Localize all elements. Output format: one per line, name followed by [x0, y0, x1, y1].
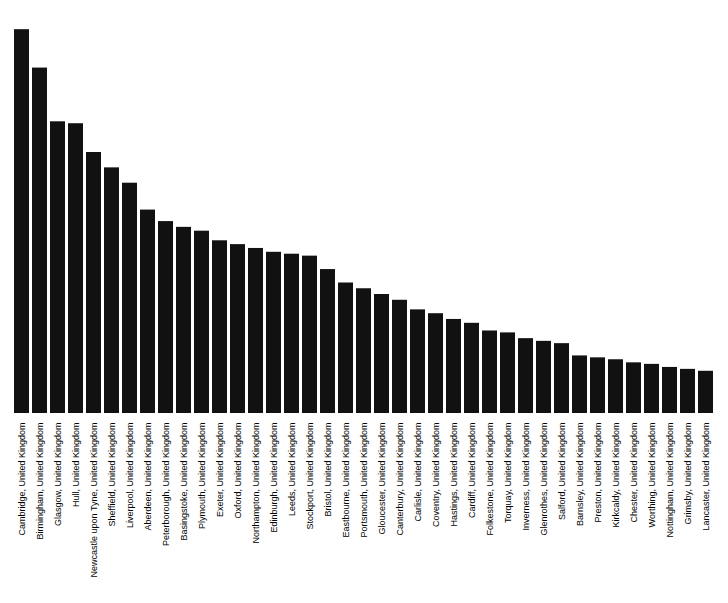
svg-text:Hastings, United Kingdom: Hastings, United Kingdom — [449, 423, 459, 527]
svg-text:Birmingham, United Kingdom: Birmingham, United Kingdom — [35, 423, 45, 540]
svg-text:Chester, United Kingdom: Chester, United Kingdom — [629, 423, 639, 523]
svg-text:Aberdeen, United Kingdom: Aberdeen, United Kingdom — [143, 423, 153, 531]
svg-text:Salford, United Kingdom: Salford, United Kingdom — [557, 423, 567, 521]
svg-text:Cardiff, United Kingdom: Cardiff, United Kingdom — [467, 423, 477, 518]
svg-text:Folkestone, United Kingdom: Folkestone, United Kingdom — [485, 423, 495, 536]
svg-text:Lancaster, United Kingdom: Lancaster, United Kingdom — [701, 423, 711, 531]
svg-text:Plymouth, United Kingdom: Plymouth, United Kingdom — [197, 423, 207, 530]
svg-text:Northampton, United Kingdom: Northampton, United Kingdom — [251, 423, 261, 544]
svg-text:Worthing, United Kingdom: Worthing, United Kingdom — [647, 423, 657, 528]
svg-text:Newcastle upon Tyne, United Ki: Newcastle upon Tyne, United Kingdom — [89, 423, 99, 578]
svg-text:Carlisle, United Kingdom: Carlisle, United Kingdom — [413, 423, 423, 522]
svg-text:Leeds, United Kingdom: Leeds, United Kingdom — [287, 423, 297, 517]
svg-text:Glenrothes, United Kingdom: Glenrothes, United Kingdom — [539, 423, 549, 536]
svg-text:Liverpool, United Kingdom: Liverpool, United Kingdom — [125, 423, 135, 529]
svg-text:Gloucester, United Kingdom: Gloucester, United Kingdom — [377, 423, 387, 535]
svg-text:Coventry, United Kingdom: Coventry, United Kingdom — [431, 423, 441, 527]
svg-text:Portsmouth, United Kingdom: Portsmouth, United Kingdom — [359, 423, 369, 538]
svg-text:Glasgow, United Kingdom: Glasgow, United Kingdom — [53, 423, 63, 527]
svg-text:Bristol, United Kingdom: Bristol, United Kingdom — [323, 423, 333, 517]
svg-text:Cambridge, United Kingdom: Cambridge, United Kingdom — [17, 423, 27, 536]
svg-text:Eastbourne, United Kingdom: Eastbourne, United Kingdom — [341, 423, 351, 538]
svg-text:Sheffield, United Kingdom: Sheffield, United Kingdom — [107, 423, 117, 527]
svg-text:Grimsby, United Kingdom: Grimsby, United Kingdom — [683, 423, 693, 525]
svg-text:Stockport, United Kingdom: Stockport, United Kingdom — [305, 423, 315, 530]
svg-text:Barnsley, United Kingdom: Barnsley, United Kingdom — [575, 423, 585, 526]
svg-text:Canterbury, United Kingdom: Canterbury, United Kingdom — [395, 423, 405, 536]
svg-text:Peterborough, United Kingdom: Peterborough, United Kingdom — [161, 423, 171, 547]
svg-text:Edinburgh, United Kingdom: Edinburgh, United Kingdom — [269, 423, 279, 533]
svg-text:Nottingham, United Kingdom: Nottingham, United Kingdom — [665, 423, 675, 538]
svg-text:Preston, United Kingdom: Preston, United Kingdom — [593, 423, 603, 523]
svg-text:Hull, United Kingdom: Hull, United Kingdom — [71, 423, 81, 508]
svg-text:Basingstoke, United Kingdom: Basingstoke, United Kingdom — [179, 423, 189, 541]
svg-text:Inverness, United Kingdom: Inverness, United Kingdom — [521, 423, 531, 531]
svg-text:Torquay, United Kingdom: Torquay, United Kingdom — [503, 423, 513, 523]
svg-text:Oxford, United Kingdom: Oxford, United Kingdom — [233, 423, 243, 519]
svg-text:Kirkcaldy, United Kingdom: Kirkcaldy, United Kingdom — [611, 423, 621, 528]
svg-text:Exeter, United Kingdom: Exeter, United Kingdom — [215, 423, 225, 518]
